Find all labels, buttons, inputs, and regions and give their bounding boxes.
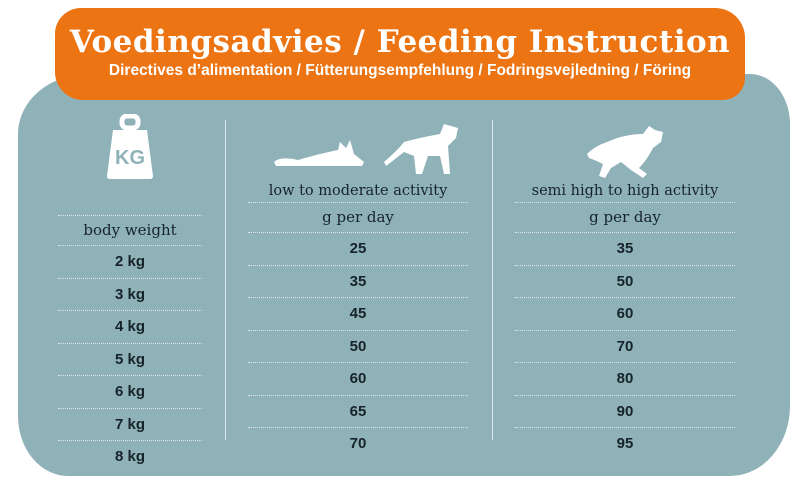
running-cat-icon (515, 110, 735, 180)
table-cell: 5 kg (58, 342, 202, 376)
column-subheader: g per day (248, 202, 468, 232)
column-subheader: g per day (515, 202, 735, 232)
table-cell: 50 (248, 329, 468, 363)
svg-text:KG: KG (115, 147, 145, 169)
table-cell: 4 kg (58, 310, 202, 343)
table-cell: 60 (515, 297, 735, 330)
table-cell: 70 (248, 427, 468, 460)
table-cell: 70 (515, 329, 735, 363)
resting-cats-icon (248, 110, 468, 180)
table-cell: 35 (515, 232, 735, 265)
table-cell: 8 kg (58, 440, 202, 473)
table-cell: 60 (248, 362, 468, 395)
column-subheader: body weight (58, 215, 202, 245)
table-cell: 50 (515, 264, 735, 298)
table-cell: 7 kg (58, 407, 202, 441)
page-title: Voedingsadvies / Feeding Instruction (69, 24, 731, 60)
column-header: semi high to high activity (531, 183, 719, 199)
column-divider (492, 120, 493, 440)
table-cell: 45 (248, 297, 468, 330)
high-activity-column: semi high to high activity g per day 35 … (515, 110, 735, 460)
column-divider (225, 120, 226, 440)
low-activity-column: low to moderate activity g per day 25 35… (248, 110, 468, 460)
table-cell: 95 (515, 427, 735, 460)
table-cell: 65 (248, 394, 468, 428)
body-weight-column: KG body weight 2 kg 3 kg 4 kg 5 kg 6 kg … (58, 110, 202, 473)
table-cell: 3 kg (58, 277, 202, 311)
kg-weight-icon: KG (58, 110, 202, 180)
title-banner: Voedingsadvies / Feeding Instruction Dir… (55, 8, 745, 100)
table-cell: 2 kg (58, 245, 202, 278)
table-cell: 35 (248, 264, 468, 298)
table-cell: 25 (248, 232, 468, 265)
column-header (58, 193, 202, 215)
page-subtitle: Directives d’alimentation / Fütterungsem… (108, 62, 692, 79)
column-header: low to moderate activity (268, 183, 448, 199)
table-cell: 90 (515, 394, 735, 428)
table-cell: 6 kg (58, 375, 202, 408)
table-cell: 80 (515, 362, 735, 395)
